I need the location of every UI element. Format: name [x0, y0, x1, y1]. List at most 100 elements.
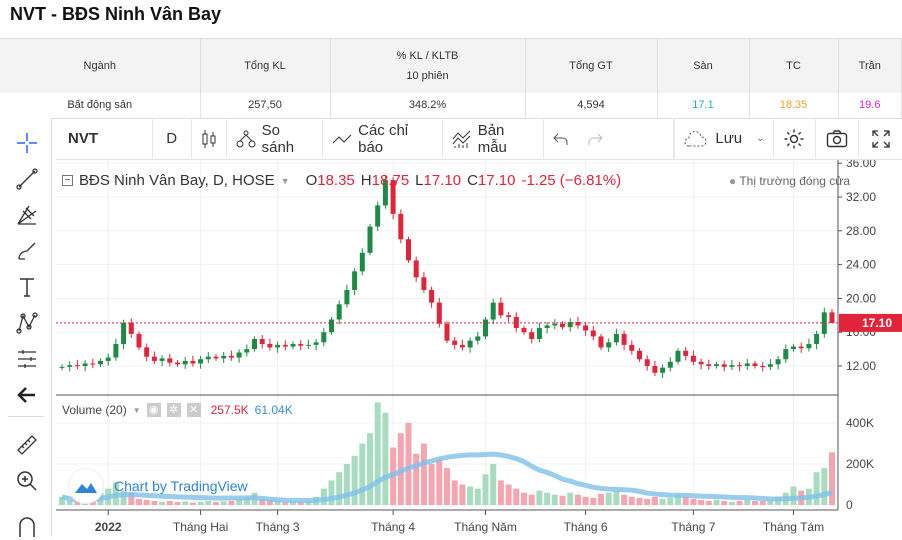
- back-arrow-icon[interactable]: [14, 382, 40, 408]
- interval-button[interactable]: D: [153, 117, 192, 160]
- volume-bar: [143, 499, 150, 505]
- volume-bar: [428, 464, 435, 505]
- volume-bar: [182, 501, 189, 505]
- candle-type-button[interactable]: [192, 117, 227, 160]
- candle-body: [536, 327, 542, 339]
- volume-bar: [759, 500, 766, 505]
- compare-button[interactable]: So sánh: [227, 117, 324, 160]
- volume-dropdown-icon[interactable]: ▼: [132, 405, 141, 415]
- volume-bar: [536, 490, 543, 505]
- volume-bar: [621, 494, 628, 505]
- legend-high: H18.75: [361, 172, 409, 189]
- ruler-icon[interactable]: [14, 432, 40, 458]
- volume-bar: [159, 501, 166, 505]
- candle-body: [598, 336, 604, 348]
- indicator-icon: [332, 134, 352, 143]
- header-tc: TC: [749, 38, 839, 93]
- candle-body: [814, 333, 820, 345]
- candle-body: [121, 322, 127, 345]
- redo-button[interactable]: [578, 117, 675, 160]
- candle-body: [429, 289, 435, 303]
- volume-bar: [752, 500, 758, 505]
- candle-body: [660, 367, 666, 373]
- candle-body: [205, 356, 211, 360]
- magnet-icon[interactable]: [14, 514, 40, 540]
- indicators-button[interactable]: Các chỉ báo: [323, 117, 443, 160]
- save-button[interactable]: Lưu ⌄: [674, 117, 774, 160]
- header-kl-ratio-line2: 10 phiên: [406, 69, 449, 82]
- volume-bar: [420, 443, 427, 505]
- fullscreen-button[interactable]: [859, 118, 902, 160]
- volume-bar: [713, 499, 720, 505]
- compare-icon: [236, 130, 256, 147]
- pattern-icon[interactable]: [14, 310, 40, 336]
- templates-label: Bản mẫu: [477, 121, 507, 156]
- volume-bar: [243, 496, 250, 505]
- volume-bar: [343, 464, 350, 505]
- candle-body: [406, 239, 411, 261]
- tradingview-watermark[interactable]: Chart by TradingView: [68, 468, 248, 504]
- candle-body: [529, 332, 535, 339]
- cell-tong-kl: 257,50: [200, 92, 331, 119]
- candle-body: [144, 347, 150, 357]
- price-tick-label: 36.00: [846, 160, 876, 170]
- volume-tick-label: 400K: [846, 416, 874, 430]
- symbol-search[interactable]: NVT: [56, 117, 153, 160]
- candle-body: [375, 205, 381, 227]
- candle-body: [652, 366, 658, 373]
- settings-icon[interactable]: ✲: [166, 403, 181, 417]
- redo-icon: [588, 133, 603, 145]
- volume-bar: [213, 501, 219, 505]
- collapse-legend-icon[interactable]: −: [62, 175, 73, 186]
- brush-icon[interactable]: [14, 238, 40, 264]
- candle-body: [182, 360, 188, 365]
- templates-button[interactable]: Bản mẫu: [443, 117, 544, 160]
- volume-name[interactable]: Volume (20): [62, 403, 127, 417]
- settings-button[interactable]: [774, 117, 817, 160]
- candle-body: [690, 355, 696, 362]
- candle-body: [98, 360, 103, 365]
- volume-bar: [297, 501, 304, 505]
- fib-pitchfork-icon[interactable]: [14, 202, 40, 228]
- candle-body: [390, 180, 396, 214]
- undo-button[interactable]: [544, 118, 578, 160]
- candle-body: [105, 357, 111, 361]
- prediction-icon[interactable]: [14, 346, 40, 372]
- close-value: 17.10: [477, 172, 516, 189]
- legend-dropdown-icon[interactable]: ▼: [280, 175, 290, 186]
- candle-body: [113, 344, 119, 358]
- candle-body: [667, 361, 673, 368]
- zoom-in-icon[interactable]: [14, 468, 40, 494]
- volume-bar: [120, 490, 127, 505]
- candle-body: [544, 325, 550, 328]
- header-san: Sàn: [657, 38, 750, 93]
- legend-symbol-name[interactable]: BĐS Ninh Vân Bay, D, HOSE: [79, 172, 275, 189]
- candle-body: [336, 304, 342, 320]
- cell-tong-gt: 4,594: [525, 92, 658, 119]
- candle-body: [290, 344, 296, 347]
- price-chart[interactable]: 36.0032.0028.0024.0020.0016.0012.00400K2…: [56, 160, 902, 537]
- candle-body: [567, 322, 573, 328]
- indicators-label: Các chỉ báo: [358, 121, 409, 156]
- candle-body: [59, 366, 65, 368]
- volume-bar: [74, 501, 81, 505]
- last-price-label: 17.10: [862, 316, 892, 330]
- candle-body: [483, 319, 488, 337]
- volume-bar: [482, 474, 489, 505]
- crosshair-icon[interactable]: [14, 130, 40, 156]
- screenshot-button[interactable]: [816, 117, 860, 160]
- chevron-down-icon[interactable]: ⌄: [756, 133, 765, 144]
- price-tick-label: 28.00: [846, 224, 876, 238]
- eye-icon[interactable]: ◉: [146, 403, 161, 417]
- volume-bar: [567, 492, 574, 505]
- price-tick-label: 12.00: [846, 359, 876, 373]
- volume-bar: [582, 496, 589, 505]
- close-label: C: [467, 172, 478, 189]
- trend-line-icon[interactable]: [14, 166, 40, 192]
- text-icon[interactable]: [14, 274, 40, 300]
- close-icon[interactable]: ✕: [186, 403, 201, 417]
- candle-body: [82, 363, 88, 366]
- volume-bar: [736, 500, 743, 505]
- volume-bar: [359, 443, 366, 505]
- volume-value: 257.5K: [210, 403, 249, 417]
